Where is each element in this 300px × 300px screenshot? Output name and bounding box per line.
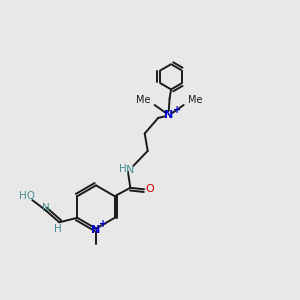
Text: N: N — [164, 110, 173, 120]
Text: +: + — [173, 105, 181, 115]
Text: H: H — [54, 224, 62, 234]
Text: HO: HO — [19, 191, 35, 201]
Text: +: + — [98, 219, 107, 229]
Text: H: H — [118, 164, 126, 174]
Text: N: N — [126, 165, 134, 175]
Text: N: N — [42, 203, 50, 213]
Text: O: O — [145, 184, 154, 194]
Text: Me: Me — [188, 95, 203, 105]
Text: N: N — [92, 225, 100, 235]
Text: Me: Me — [136, 95, 150, 105]
